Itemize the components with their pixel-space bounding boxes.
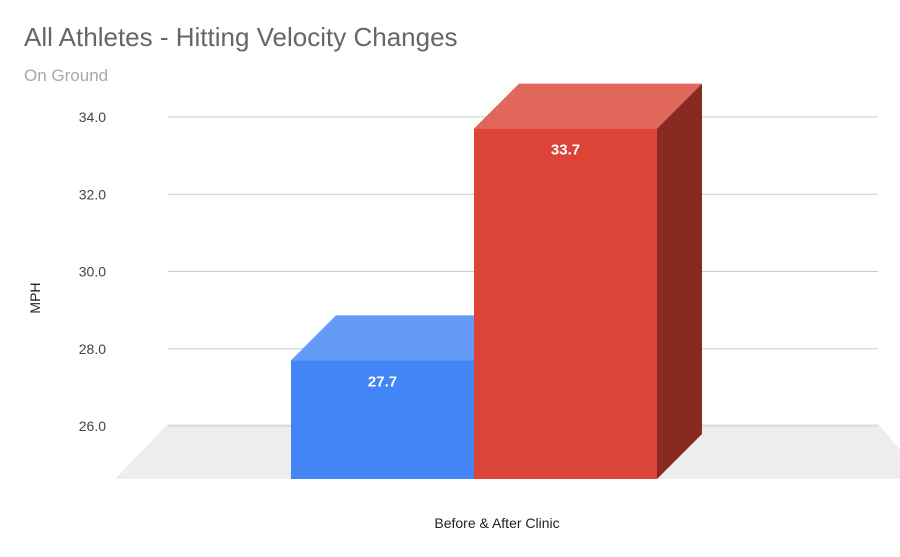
bar <box>291 360 474 479</box>
y-axis-label: MPH <box>27 282 43 313</box>
bar-top-face <box>291 315 519 361</box>
y-tick-label: 26.0 <box>79 418 106 434</box>
bar <box>474 128 657 479</box>
y-tick-label: 34.0 <box>79 109 106 125</box>
y-tick-label: 30.0 <box>79 264 106 280</box>
y-tick-label: 32.0 <box>79 186 106 202</box>
x-axis-label: Before & After Clinic <box>434 515 559 531</box>
chart-subtitle: On Ground <box>24 66 109 85</box>
data-label: 33.7 <box>551 142 580 159</box>
data-label: 27.7 <box>368 373 397 390</box>
chart-title: All Athletes - Hitting Velocity Changes <box>24 22 458 52</box>
bar-side-face <box>657 83 702 480</box>
bar-top-face <box>474 83 702 129</box>
y-tick-label: 28.0 <box>79 341 106 357</box>
